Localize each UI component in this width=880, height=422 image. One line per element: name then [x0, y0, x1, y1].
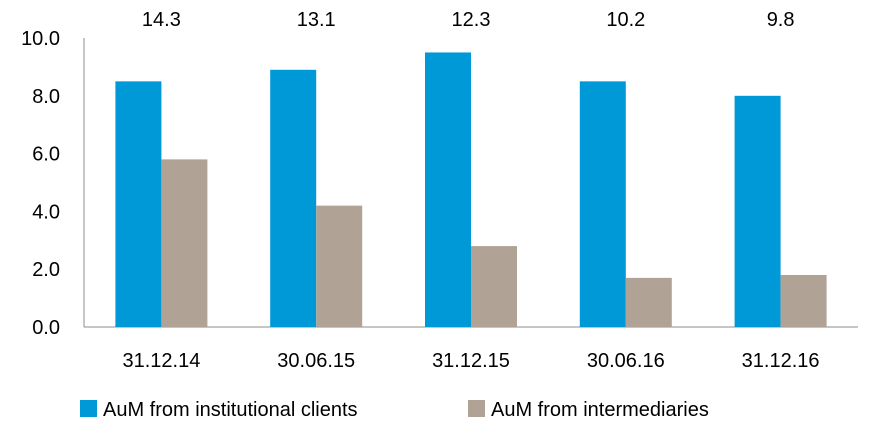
x-tick-label: 31.12.15 — [432, 350, 510, 372]
y-tick-label: 8.0 — [32, 86, 60, 108]
total-label: 12.3 — [452, 9, 491, 31]
x-tick-label: 31.12.14 — [122, 350, 200, 372]
total-label: 9.8 — [767, 9, 795, 31]
bar-intermediaries — [161, 159, 208, 327]
x-tick-label: 31.12.16 — [742, 350, 820, 372]
bar-intermediaries — [316, 205, 363, 327]
legend-label-intermediaries: AuM from intermediaries — [491, 399, 709, 421]
legend: AuM from institutional clients AuM from i… — [80, 399, 709, 421]
bar-marks — [115, 52, 827, 327]
x-tick-label: 30.06.16 — [587, 350, 665, 372]
y-tick-label: 0.0 — [32, 317, 60, 339]
legend-swatch-intermediaries — [468, 400, 485, 417]
total-labels: 14.3 13.1 12.3 10.2 9.8 — [142, 9, 795, 31]
y-tick-label: 10.0 — [21, 28, 60, 50]
x-tick-label: 30.06.15 — [277, 350, 355, 372]
legend-swatch-institutional — [80, 400, 97, 417]
total-label: 14.3 — [142, 9, 181, 31]
bar-intermediaries — [780, 274, 827, 327]
y-tick-label: 6.0 — [32, 144, 60, 166]
total-label: 13.1 — [297, 9, 336, 31]
bar-intermediaries — [625, 277, 672, 327]
bar-institutional-clients — [425, 52, 471, 327]
bar-intermediaries — [471, 246, 517, 327]
y-tick-label: 4.0 — [32, 201, 60, 223]
bar-institutional-clients — [115, 81, 162, 327]
x-axis-ticks: 31.12.14 30.06.15 31.12.15 30.06.16 31.12.16 — [122, 350, 819, 372]
legend-label-institutional: AuM from institutional clients — [103, 399, 358, 421]
y-tick-label: 2.0 — [32, 259, 60, 281]
bar-institutional-clients — [579, 81, 626, 327]
total-label: 10.2 — [606, 9, 645, 31]
bar-institutional-clients — [270, 69, 317, 327]
bar-institutional-clients — [734, 95, 781, 327]
y-axis-ticks: 0.0 2.0 4.0 6.0 8.0 10.0 — [21, 28, 60, 339]
